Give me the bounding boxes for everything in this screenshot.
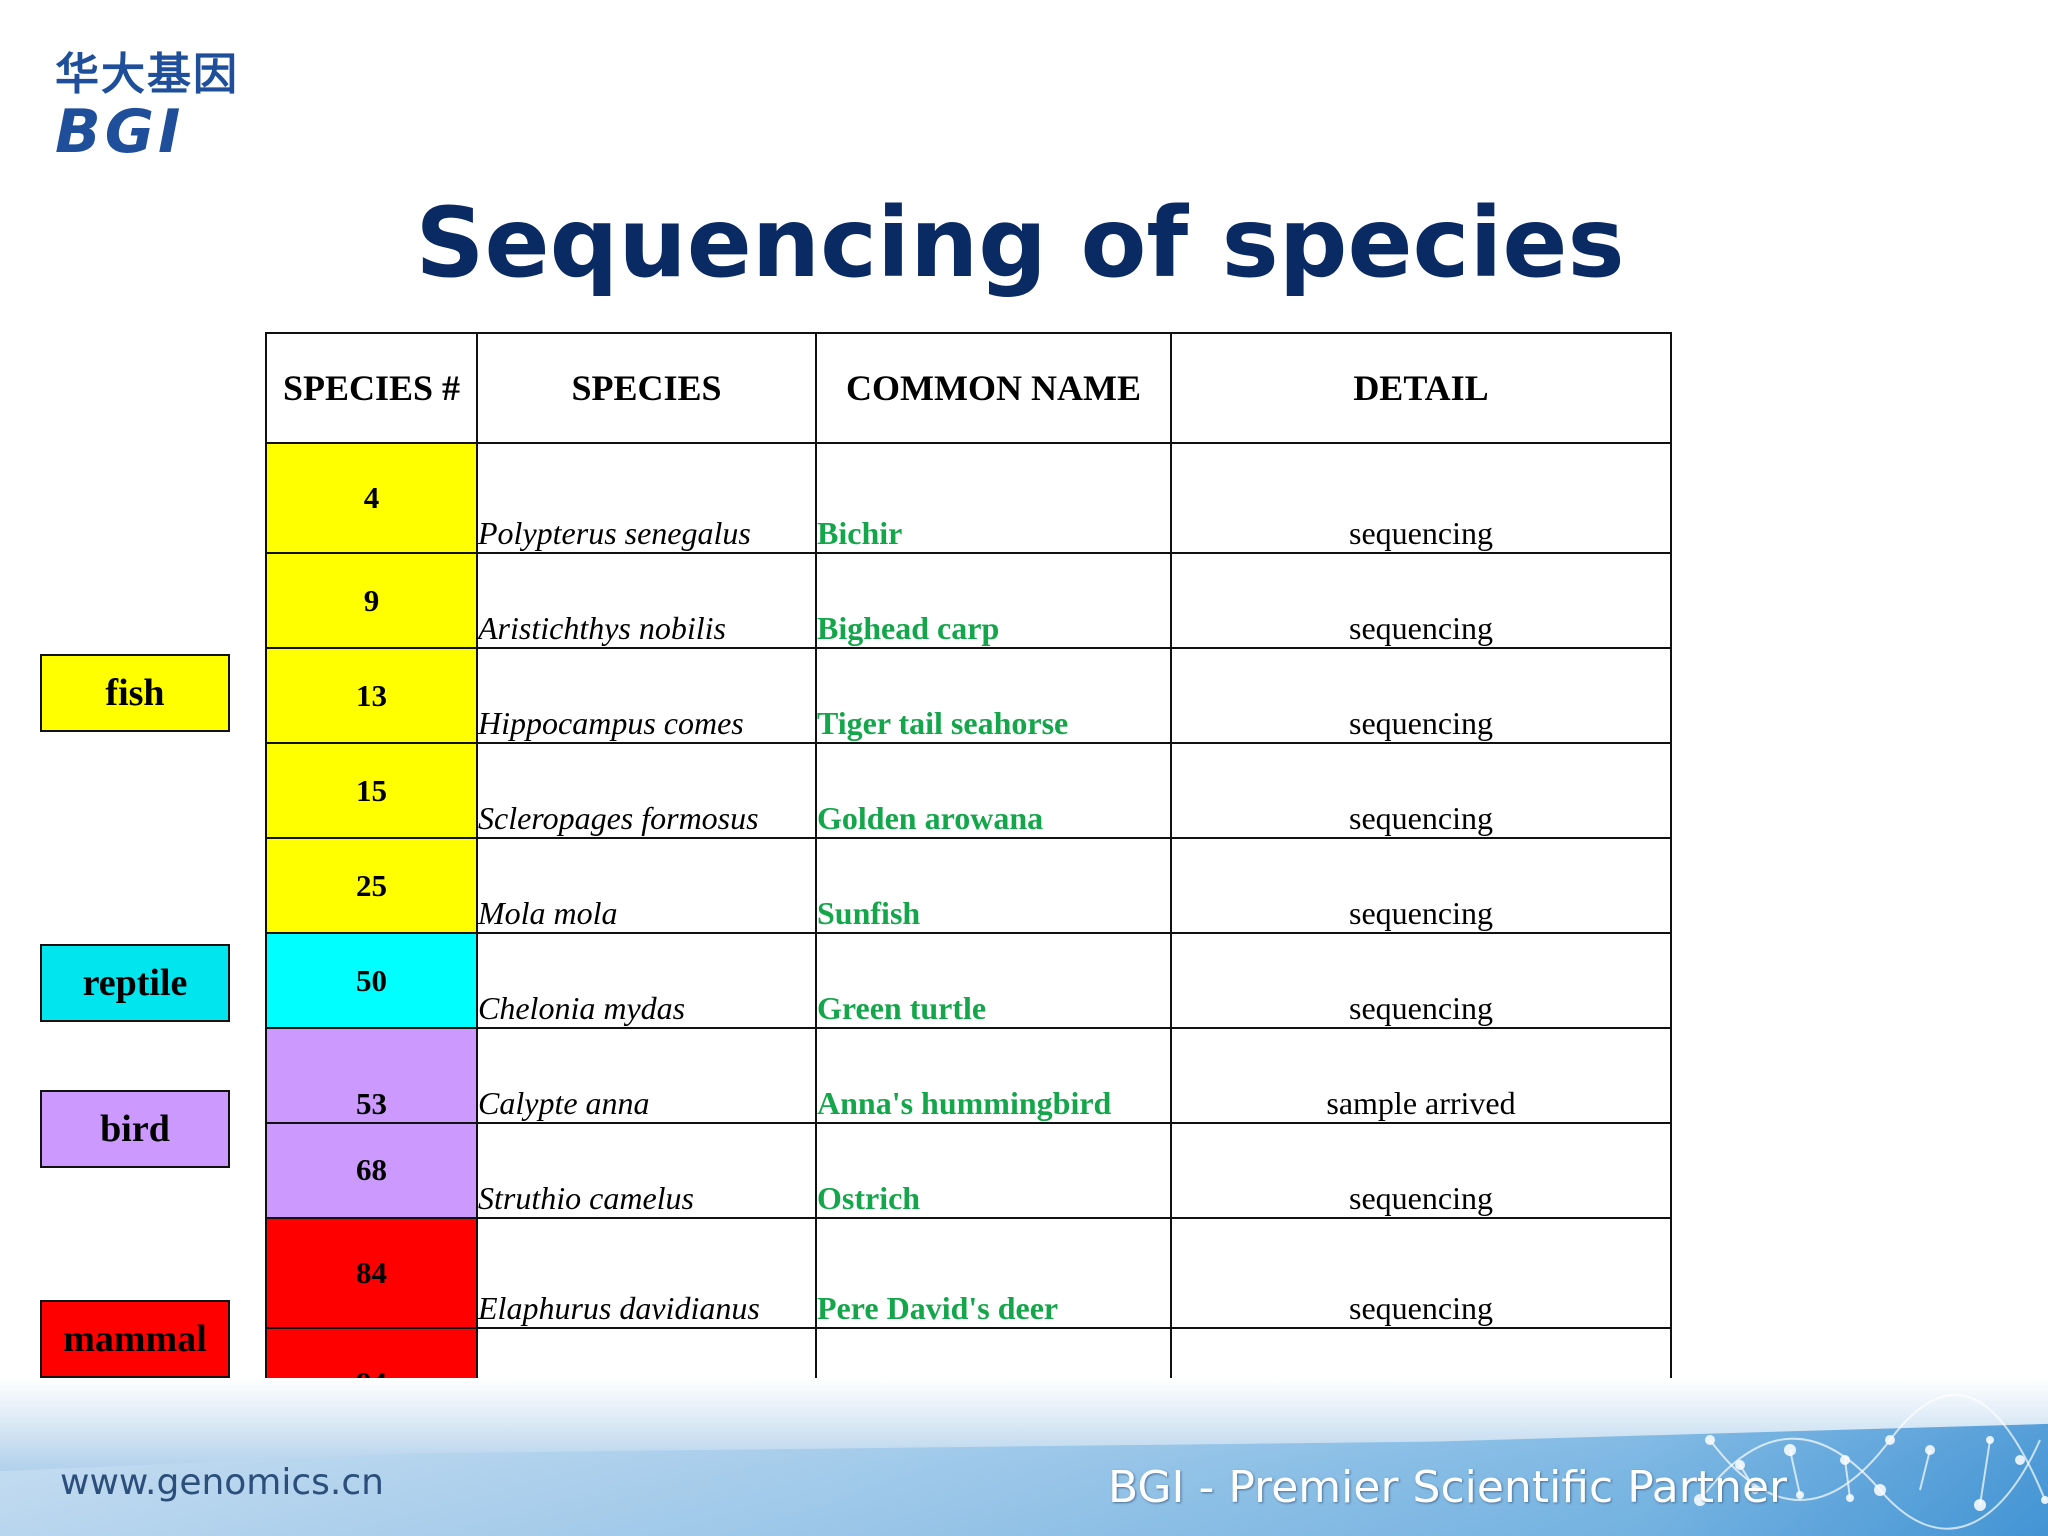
table-row: 4 Polypterus senegalus Bichir sequencing — [265, 442, 1672, 554]
species-table: SPECIES # SPECIES COMMON NAME DETAIL 4 P… — [265, 332, 1672, 1439]
common-name-cell: Bighead carp — [815, 552, 1172, 649]
detail-cell: sequencing — [1170, 1217, 1672, 1329]
dna-network-graphic — [1694, 1394, 2048, 1530]
slide-title: Sequencing of species — [0, 188, 2048, 298]
table-row: 68 Struthio camelus Ostrich sequencing — [265, 1122, 1672, 1219]
species-name-cell: Scleropages formosus — [476, 742, 817, 839]
table-row: 50 Chelonia mydas Green turtle sequencin… — [265, 932, 1672, 1029]
common-name-cell: Tiger tail seahorse — [815, 647, 1172, 744]
header-common-name: COMMON NAME — [815, 332, 1172, 444]
species-number-cell: 4 — [265, 442, 478, 554]
common-name-cell: Anna's hummingbird — [815, 1027, 1172, 1124]
header-species-number: SPECIES # — [265, 332, 478, 444]
logo-english-text: BGI — [55, 97, 185, 167]
table-row: 25 Mola mola Sunfish sequencing — [265, 837, 1672, 934]
common-name-cell: Sunfish — [815, 837, 1172, 934]
table-row: 53 Calypte anna Anna's hummingbird sampl… — [265, 1027, 1672, 1124]
species-number-cell: 68 — [265, 1122, 478, 1219]
species-name-cell: Struthio camelus — [476, 1122, 817, 1219]
footer-tagline: BGI - Premier Scientific Partner — [1108, 1462, 1788, 1513]
detail-cell: sequencing — [1170, 837, 1672, 934]
common-name-cell: Green turtle — [815, 932, 1172, 1029]
category-reptile: reptile — [40, 944, 230, 1022]
species-number-cell: 50 — [265, 932, 478, 1029]
species-number-cell: 13 — [265, 647, 478, 744]
species-number-cell: 53 — [265, 1027, 478, 1124]
header-species: SPECIES — [476, 332, 817, 444]
category-bird: bird — [40, 1090, 230, 1168]
detail-cell: sequencing — [1170, 932, 1672, 1029]
common-name-cell: Bichir — [815, 442, 1172, 554]
detail-cell: sequencing — [1170, 442, 1672, 554]
detail-cell: sample arrived — [1170, 1027, 1672, 1124]
detail-cell: sequencing — [1170, 742, 1672, 839]
detail-cell: sequencing — [1170, 647, 1672, 744]
species-name-cell: Polypterus senegalus — [476, 442, 817, 554]
category-fish: fish — [40, 654, 230, 732]
table-header-row: SPECIES # SPECIES COMMON NAME DETAIL — [265, 332, 1672, 444]
species-number-cell: 15 — [265, 742, 478, 839]
slide-title-text: Sequencing of species — [415, 187, 1625, 299]
logo-chinese-text: 华大基因 — [55, 49, 239, 100]
species-number-cell: 25 — [265, 837, 478, 934]
header-detail: DETAIL — [1170, 332, 1672, 444]
table-row: 13 Hippocampus comes Tiger tail seahorse… — [265, 647, 1672, 744]
common-name-cell: Ostrich — [815, 1122, 1172, 1219]
species-number-cell: 9 — [265, 552, 478, 649]
common-name-cell: Golden arowana — [815, 742, 1172, 839]
species-number-cell: 84 — [265, 1217, 478, 1329]
species-name-cell: Hippocampus comes — [476, 647, 817, 744]
detail-cell: sequencing — [1170, 552, 1672, 649]
species-name-cell: Aristichthys nobilis — [476, 552, 817, 649]
table-row: 9 Aristichthys nobilis Bighead carp sequ… — [265, 552, 1672, 649]
detail-cell: sequencing — [1170, 1122, 1672, 1219]
common-name-cell: Pere David's deer — [815, 1217, 1172, 1329]
category-mammal: mammal — [40, 1300, 230, 1378]
species-name-cell: Chelonia mydas — [476, 932, 817, 1029]
species-name-cell: Elaphurus davidianus — [476, 1217, 817, 1329]
bgi-logo: 华大基因 BGI — [55, 49, 280, 163]
table-row: 15 Scleropages formosus Golden arowana s… — [265, 742, 1672, 839]
table-row: 84 Elaphurus davidianus Pere David's dee… — [265, 1217, 1672, 1329]
website-url: www.genomics.cn — [60, 1462, 384, 1503]
species-name-cell: Calypte anna — [476, 1027, 817, 1124]
species-name-cell: Mola mola — [476, 837, 817, 934]
